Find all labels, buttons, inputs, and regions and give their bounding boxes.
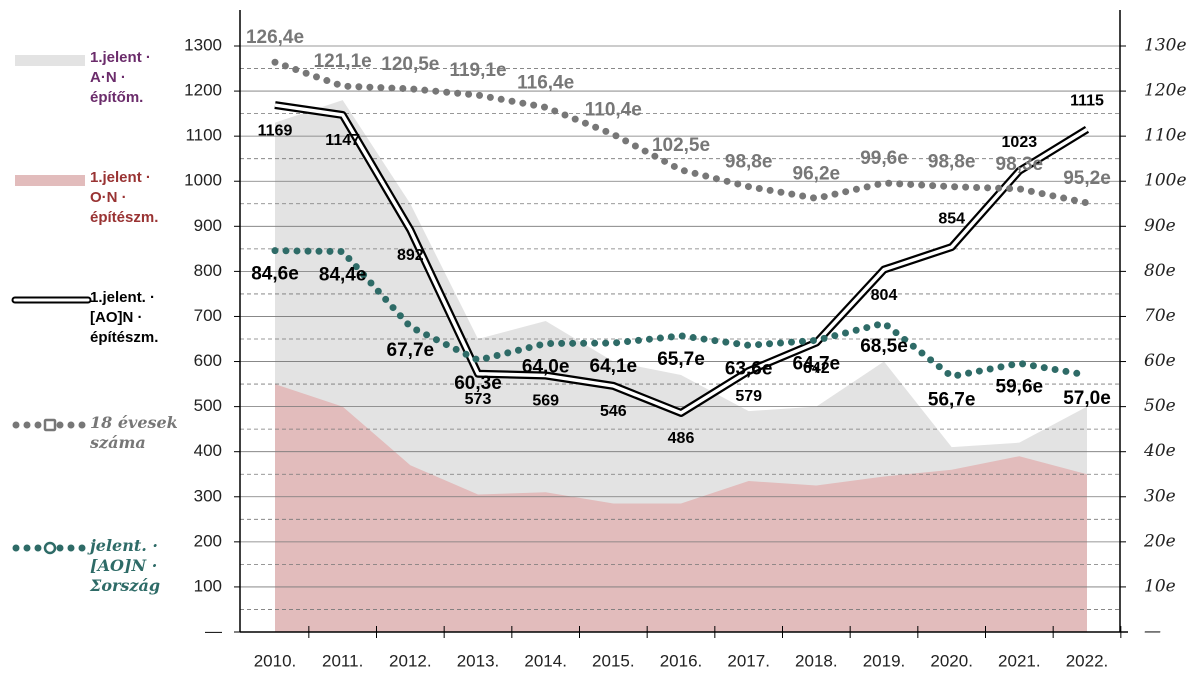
y2-tick-label: 20e	[1143, 531, 1176, 551]
data-label: 573	[465, 391, 492, 408]
legend-label: 1.jelent · A·N · építőm.	[90, 49, 151, 106]
y-tick-label: 400	[194, 441, 222, 460]
x-tick-label: 2017.	[727, 651, 770, 670]
data-label: 102,5e	[652, 135, 710, 156]
data-label: 64,7e	[793, 353, 841, 374]
data-label: 95,2e	[1063, 168, 1111, 189]
data-label: 84,4e	[319, 265, 367, 286]
y-tick-label: 700	[194, 306, 222, 325]
data-label: 569	[532, 393, 559, 410]
data-label: 116,4e	[517, 72, 574, 93]
data-label: 546	[600, 403, 627, 420]
y2-tick-label: —	[1144, 622, 1161, 642]
x-tick-label: 2012.	[389, 651, 432, 670]
y2-tick-label: 60e	[1144, 351, 1176, 371]
data-label: 64,0e	[522, 357, 570, 378]
y2-tick-label: 10e	[1144, 576, 1176, 596]
x-tick-label: 2020.	[930, 651, 973, 670]
data-label: 57,0e	[1063, 388, 1111, 409]
data-label: 98,8e	[725, 152, 773, 173]
data-label: 120,5e	[381, 54, 439, 75]
data-label: 60,3e	[454, 373, 502, 394]
x-tick-label: 2013.	[457, 651, 500, 670]
data-label: 642	[803, 360, 830, 377]
y-tick-label: —	[205, 621, 222, 640]
y-tick-label: 500	[194, 396, 222, 415]
y2-tick-label: 50e	[1144, 396, 1176, 416]
area	[275, 384, 1087, 632]
x-tick-label: 2016.	[660, 651, 703, 670]
x-tick-label: 2011.	[322, 651, 363, 670]
data-label: 98,8e	[928, 152, 976, 173]
data-label: 98,3e	[996, 154, 1044, 175]
data-label: 804	[871, 287, 898, 304]
data-label: 99,6e	[860, 148, 908, 169]
data-label: 64,1e	[590, 356, 638, 377]
x-tick-label: 2010.	[254, 651, 297, 670]
legend-label: 18 évesek száma	[90, 413, 178, 452]
y-tick-label: 800	[194, 261, 222, 280]
data-label: 65,7e	[657, 349, 705, 370]
y-tick-label: 1300	[184, 35, 222, 54]
y-tick-label: 1100	[185, 126, 222, 145]
data-label: 126,4e	[246, 27, 304, 48]
data-label: 84,6e	[251, 264, 299, 285]
data-label: 63,6e	[725, 358, 773, 379]
data-label: 854	[938, 210, 965, 227]
y-tick-label: 600	[194, 351, 222, 370]
data-label: 1115	[1070, 93, 1104, 110]
y2-tick-label: 120e	[1144, 81, 1187, 101]
y2-tick-label: 40e	[1143, 441, 1176, 461]
x-tick-label: 2014.	[524, 651, 567, 670]
y-tick-label: 900	[194, 216, 222, 235]
line-inner	[274, 103, 1088, 415]
data-label: 56,7e	[928, 389, 976, 410]
data-label: 1169	[258, 122, 293, 139]
y2-tick-label: 70e	[1144, 306, 1176, 326]
data-label: 68,5e	[860, 336, 908, 357]
legend-swatch	[15, 55, 85, 66]
y2-tick-label: 130e	[1144, 36, 1187, 56]
legend-swatch-marker	[43, 418, 57, 432]
data-label: 67,7e	[387, 340, 435, 361]
y2-tick-label: 30e	[1144, 486, 1176, 506]
x-tick-label: 2021.	[998, 651, 1041, 670]
legend-label: 1.jelent. · [AO]N · építészm.	[90, 289, 159, 346]
data-label: 96,2e	[793, 163, 841, 184]
data-label: 119,1e	[449, 60, 506, 81]
y2-tick-label: 80e	[1144, 261, 1176, 281]
y-tick-label: 200	[194, 531, 222, 550]
legend-swatch-marker	[43, 541, 57, 555]
dotted-line	[271, 247, 1091, 381]
data-label: 121,1e	[314, 51, 372, 72]
x-tick-label: 2015.	[592, 651, 635, 670]
legend-label: jelent. · [AO]N · Σország	[90, 536, 161, 595]
data-label: 1147	[325, 132, 360, 149]
data-label: 1023	[1002, 134, 1038, 151]
x-tick-label: 2019.	[863, 651, 906, 670]
y2-tick-label: 100e	[1144, 171, 1187, 191]
x-tick-label: 2022.	[1066, 651, 1109, 670]
data-label: 892	[397, 247, 424, 264]
y-tick-label: 1200	[184, 81, 222, 100]
y-tick-label: 1000	[184, 171, 222, 190]
data-label: 579	[735, 388, 762, 405]
data-label: 486	[668, 430, 695, 447]
dotted-line	[271, 58, 1091, 207]
y2-tick-label: 110e	[1144, 126, 1187, 146]
y-tick-label: 100	[194, 576, 222, 595]
legend-label: 1.jelent · O·N · építészm.	[90, 169, 159, 226]
y-tick-label: 300	[194, 486, 222, 505]
y2-tick-label: 90e	[1144, 216, 1176, 236]
data-label: 59,6e	[996, 376, 1044, 397]
data-label: 110,4e	[585, 99, 642, 120]
x-tick-label: 2018.	[795, 651, 838, 670]
legend-swatch	[15, 175, 85, 186]
